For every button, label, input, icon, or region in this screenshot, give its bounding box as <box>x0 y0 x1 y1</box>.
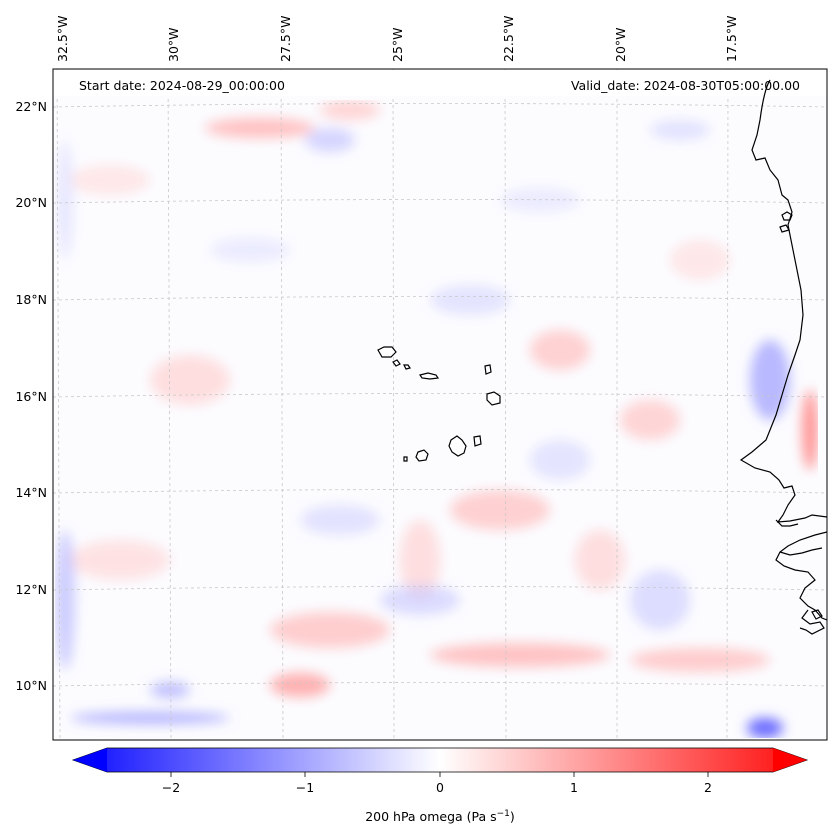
colorbar: −2 −1 0 1 2 200 hPa omega (Pa s−1) <box>71 747 809 824</box>
map-frame <box>52 68 828 741</box>
lat-label: 20°N <box>15 195 47 210</box>
header-band <box>53 70 827 96</box>
colorbar-tick: 2 <box>704 780 712 795</box>
colorbar-extend-low <box>73 748 107 772</box>
lat-label: 10°N <box>15 678 47 693</box>
colorbar-label: 200 hPa omega (Pa s−1) <box>365 809 515 824</box>
colorbar-label-close: ) <box>510 809 515 824</box>
lon-label: 22.5°W <box>501 16 516 62</box>
omega-field <box>55 100 818 738</box>
start-date-label: Start date: 2024-08-29_00:00:00 <box>79 78 285 93</box>
colorbar-tick: −2 <box>162 780 180 795</box>
lat-label: 12°N <box>15 582 47 597</box>
colorbar-tick: −1 <box>296 780 314 795</box>
lon-label: 32.5°W <box>55 16 70 62</box>
colorbar-tick: 0 <box>436 780 444 795</box>
lon-label: 25°W <box>390 27 405 62</box>
lon-label: 17.5°W <box>724 16 739 62</box>
colorbar-extend-high <box>773 748 807 772</box>
colorbar-label-sup: −1 <box>497 809 510 819</box>
lon-label: 27.5°W <box>278 16 293 62</box>
map-background <box>53 69 827 740</box>
colorbar-label-main: 200 hPa omega (Pa s <box>365 809 496 824</box>
lat-label: 16°N <box>15 389 47 404</box>
lon-label: 30°W <box>166 27 181 62</box>
lat-label: 22°N <box>15 99 47 114</box>
longitude-labels: 32.5°W 30°W 27.5°W 25°W 22.5°W 20°W 17.5… <box>55 16 739 62</box>
colorbar-tick: 1 <box>570 780 578 795</box>
latitude-labels: 22°N 20°N 18°N 16°N 14°N 12°N 10°N <box>15 99 47 693</box>
lat-label: 18°N <box>15 292 47 307</box>
valid-date-label: Valid_date: 2024-08-30T05:00:00.00 <box>571 78 800 93</box>
gridlines <box>53 69 827 740</box>
lat-label: 14°N <box>15 485 47 500</box>
colorbar-gradient <box>71 747 809 773</box>
coastline <box>377 79 827 635</box>
lon-label: 20°W <box>613 27 628 62</box>
